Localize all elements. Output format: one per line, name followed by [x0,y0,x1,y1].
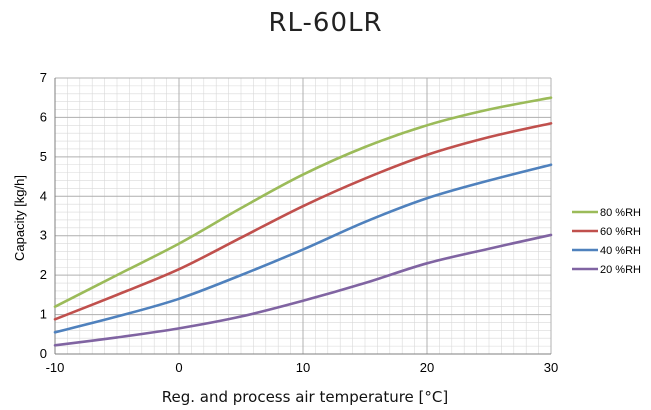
x-tick-labels: -10 0 10 20 30 [46,360,559,375]
x-tick-label: 20 [420,360,434,375]
series-line-60-rh [53,122,553,321]
series-line-20-rh [53,233,553,347]
x-tick-label: 10 [296,360,310,375]
series-line-40-rh [53,163,553,334]
x-tick-label: 30 [544,360,558,375]
y-tick-label: 6 [40,109,47,124]
y-tick-label: 5 [40,149,47,164]
legend-label-60-rh: 60 %RH [600,226,641,238]
y-tick-label: 0 [40,346,47,361]
legend-label-20-rh: 20 %RH [600,264,641,276]
y-tick-label: 1 [40,307,47,322]
x-tick-label: 0 [175,360,182,375]
y-tick-labels: 0 1 2 3 4 5 6 7 [40,70,47,361]
y-tick-label: 7 [40,70,47,85]
y-tick-label: 2 [40,267,47,282]
y-tick-label: 4 [40,188,47,203]
chart-title: RL-60LR [268,8,383,38]
series-line-80-rh [53,96,553,308]
series-lines [53,96,553,347]
x-tick-label: -10 [46,360,65,375]
axes [54,78,551,355]
legend: 80 %RH 60 %RH 40 %RH 20 %RH [572,207,641,276]
y-axis-label: Capacity [kg/h] [12,175,27,261]
x-axis-label: Reg. and process air temperature [°C] [162,388,448,406]
legend-label-40-rh: 40 %RH [600,245,641,257]
legend-label-80-rh: 80 %RH [600,207,641,219]
y-tick-label: 3 [40,228,47,243]
